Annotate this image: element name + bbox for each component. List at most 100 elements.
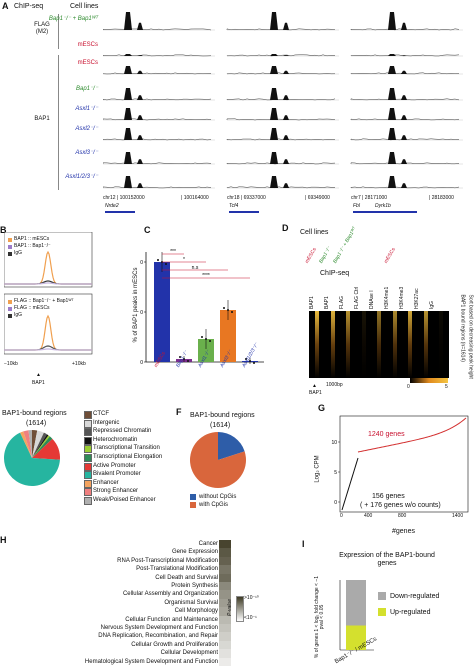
h-term-label: Cancer [199,541,218,547]
profile-line [4,316,92,350]
f-legend-swatch [190,494,196,500]
track-peak [124,66,132,74]
h-heat-cell [219,590,231,598]
e-legend-label: Enhancer [93,480,119,486]
legend-label: FLAG :: mESCs [14,306,50,311]
track-peak [270,12,278,30]
f-legend-swatch [190,502,196,508]
c-ytick-label: 100 [140,260,143,266]
e-legend-label: Strong Enhancer [93,488,138,494]
track-peak-minor [283,159,289,164]
track-peak-minor [283,23,289,30]
c-point [157,259,159,261]
f-count: (1614) [210,422,230,429]
c-point [205,338,207,340]
i-legend-swatch [378,608,386,616]
panel-f-letter: F [176,408,182,417]
e-count: (1614) [26,420,46,427]
e-legend-swatch [84,488,92,496]
track-peak [124,12,132,30]
legend-label: IgG [14,251,22,256]
g-ytick-label: 0 [334,500,337,506]
locus-coords: chr7 | 28171000 [351,196,387,201]
g-xtick-label: 0 [340,514,343,519]
heat-column [315,311,319,378]
profile-line [4,349,92,350]
heat-column [346,311,350,378]
track-row-label: Bap1⁻/⁻ + Bap1ᵂᵀ [38,16,98,22]
track-row-label: Asxl1⁻/⁻ [38,106,98,112]
legend-label: IgG [14,313,22,318]
d-cell-col: mESCs [384,247,397,264]
track-peak [270,88,278,100]
g-xlabel: #genes [392,528,415,535]
heat-column [362,311,366,378]
d-track-label: BAP1 [310,296,315,309]
e-legend-swatch [84,471,92,479]
locus-coords: chr12 | 100152000 [103,196,145,201]
h-heat-cell [219,565,231,573]
e-legend-label: Transcriptional Transition [93,445,160,451]
e-legend-swatch [84,437,92,445]
gene-model-2 [377,211,417,213]
c-ytick-label: 0 [140,360,143,366]
track-peak-minor [283,71,289,74]
i-title: Expression of the BAP1-bound genes [332,552,442,569]
track-peak [388,54,396,56]
bap1-bracket [58,55,59,190]
track-row-label: Bap1⁻/⁻ [38,86,98,92]
e-legend-label: Weak/Poised Enhancer [93,497,156,503]
profile-line [4,283,92,284]
track-row-label: Asxl2⁻/⁻ [38,126,98,132]
h-term-label: Cellular Development [161,650,218,656]
heat-column [439,311,443,378]
h-legend-lo: <10⁻¹ [244,616,257,621]
locus-coords-end: | 28183000 [429,196,454,201]
cpg-pie [190,432,246,488]
locus-coords-end: | 100164000 [181,196,209,201]
track-peak-minor [401,71,407,74]
h-heat-cell [219,632,231,640]
h-pvalue-bar [236,596,244,622]
h-heat-cell [219,540,231,548]
e-legend-label: Transcriptional Elongation [93,454,162,460]
chipseq-heatmap [309,311,449,378]
track-peak [388,176,396,188]
track-peak-minor [137,115,143,120]
h-heat-cell [219,649,231,657]
c-point [253,362,255,364]
locus-coords-end: | 69349000 [305,196,330,201]
panel-h-letter: H [0,536,7,545]
e-legend-swatch [84,463,92,471]
track-peak-minor [401,23,407,30]
locus-gene-2: Dyrk1b [375,204,391,209]
d-track-label: FLAG Ctrl [355,287,360,309]
locus-gene: Fbl [353,204,360,209]
legend-label: BAP1 :: mESCs [14,237,49,242]
track-peak-minor [401,159,407,164]
h-heat-cell [219,641,231,649]
track-peak-minor [401,135,407,140]
e-legend-swatch [84,428,92,436]
panel-d-letter: D [282,224,289,233]
cbar-min: 0 [407,385,410,390]
c-bar [154,262,170,362]
track-row-label: Asxl1/2/3⁻/⁻ [38,174,98,180]
e-title: BAP1-bound regions [2,410,67,417]
g-annot3: ( + 176 genes w/o counts) [360,502,441,509]
e-legend-label: Bivalent Promoter [93,471,141,477]
cell-lines-label: Cell lines [70,3,98,10]
heat-column [393,311,397,378]
h-term-label: Cell Morphology [175,608,218,614]
track-peak-minor [137,71,143,74]
d-cell-col: Bap1⁻/⁻ + Bap1ᵂᵀ [333,227,358,265]
d-track-label: FLAG [340,296,345,309]
track-peak [124,108,132,120]
legend-swatch [8,245,12,249]
track-peak [270,128,278,140]
track-peak-minor [283,115,289,120]
e-legend-label: Intergenic [93,420,119,426]
track-peak [270,66,278,74]
d-side-label-1: BAP1 bound regions (n=1614) [460,295,465,391]
h-heat-cell [219,582,231,590]
